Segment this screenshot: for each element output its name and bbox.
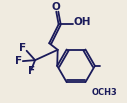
Text: F: F (19, 43, 26, 53)
Text: OCH3: OCH3 (92, 88, 117, 97)
Text: F: F (15, 56, 22, 66)
Text: O: O (51, 2, 60, 12)
Text: F: F (28, 66, 35, 76)
Text: OH: OH (74, 18, 91, 28)
